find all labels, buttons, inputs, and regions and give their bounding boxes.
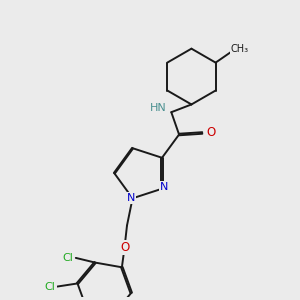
Text: CH₃: CH₃ (230, 44, 248, 54)
Text: N: N (160, 182, 169, 192)
Text: O: O (120, 242, 129, 254)
Text: Cl: Cl (44, 281, 55, 292)
Text: HN: HN (150, 103, 167, 113)
Text: N: N (127, 193, 135, 203)
Text: Cl: Cl (63, 253, 74, 263)
Text: O: O (206, 127, 216, 140)
